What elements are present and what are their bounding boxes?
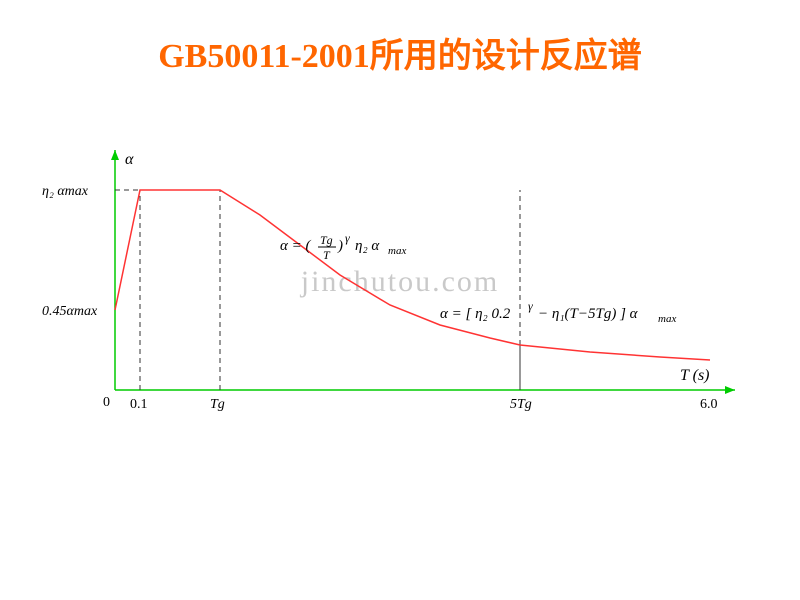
svg-text:η₂ α: η₂ α <box>355 238 380 254</box>
svg-text:α: α <box>125 151 134 168</box>
svg-text:T (s): T (s) <box>680 367 710 384</box>
svg-text:Tg: Tg <box>210 397 225 412</box>
svg-text:α = [ η₂ 0.2: α = [ η₂ 0.2 <box>440 306 511 322</box>
svg-text:): ) <box>337 238 343 254</box>
svg-text:max: max <box>388 245 406 257</box>
svg-text:max: max <box>658 313 676 325</box>
response-spectrum-chart: αT (s)00.1Tg5Tg6.0η₂ αmax0.45αmaxα = (Tg… <box>40 130 760 460</box>
svg-text:α = (: α = ( <box>280 238 311 254</box>
svg-text:Tg: Tg <box>320 233 333 247</box>
svg-text:η₂ αmax: η₂ αmax <box>42 184 89 199</box>
page-title: GB50011-2001所用的设计反应谱 <box>0 28 800 77</box>
svg-text:γ: γ <box>345 231 350 245</box>
svg-text:γ: γ <box>528 299 533 313</box>
svg-text:T: T <box>323 248 331 262</box>
svg-text:− η₁(T−5Tg) ] α: − η₁(T−5Tg) ] α <box>538 306 639 322</box>
svg-text:0.45αmax: 0.45αmax <box>42 304 98 319</box>
svg-text:0: 0 <box>103 395 110 410</box>
svg-text:5Tg: 5Tg <box>510 397 532 412</box>
svg-text:6.0: 6.0 <box>700 397 718 412</box>
svg-text:0.1: 0.1 <box>130 397 148 412</box>
